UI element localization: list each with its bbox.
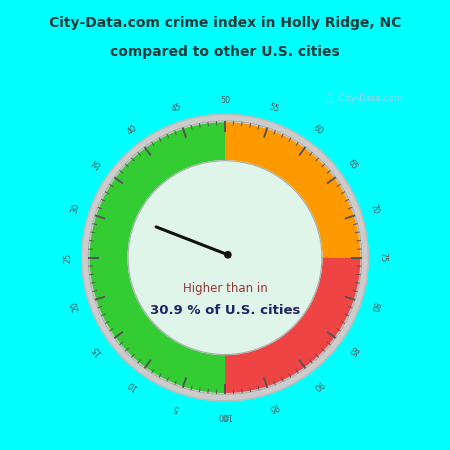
- Circle shape: [82, 114, 368, 401]
- Text: 95: 95: [267, 401, 280, 413]
- Polygon shape: [225, 122, 360, 257]
- Text: 70: 70: [369, 203, 381, 215]
- Polygon shape: [90, 122, 225, 393]
- Text: 65: 65: [346, 158, 359, 172]
- Text: ⓘ  City-Data.com: ⓘ City-Data.com: [328, 94, 403, 103]
- Text: 20: 20: [69, 300, 81, 312]
- Text: 35: 35: [91, 158, 104, 172]
- Text: City-Data.com crime index in Holly Ridge, NC: City-Data.com crime index in Holly Ridge…: [49, 16, 401, 30]
- Text: 80: 80: [369, 300, 381, 312]
- Text: 75: 75: [378, 252, 387, 263]
- Text: 30.9 % of U.S. cities: 30.9 % of U.S. cities: [150, 304, 300, 317]
- Text: 0: 0: [222, 410, 228, 419]
- Circle shape: [128, 161, 322, 355]
- Circle shape: [225, 252, 231, 258]
- Text: Higher than in: Higher than in: [183, 283, 267, 296]
- Text: 10: 10: [126, 378, 139, 392]
- Text: 55: 55: [267, 102, 280, 114]
- Text: 45: 45: [170, 102, 183, 114]
- Text: 85: 85: [346, 343, 359, 357]
- Text: 40: 40: [126, 124, 139, 137]
- Polygon shape: [225, 257, 360, 393]
- Text: 50: 50: [220, 96, 230, 105]
- Text: 5: 5: [172, 402, 180, 413]
- Text: 100: 100: [217, 410, 233, 419]
- Text: 90: 90: [311, 378, 324, 392]
- Text: compared to other U.S. cities: compared to other U.S. cities: [110, 45, 340, 59]
- Text: 25: 25: [63, 252, 72, 263]
- Text: 30: 30: [69, 203, 81, 215]
- Text: 60: 60: [311, 124, 324, 137]
- Text: 15: 15: [91, 343, 104, 357]
